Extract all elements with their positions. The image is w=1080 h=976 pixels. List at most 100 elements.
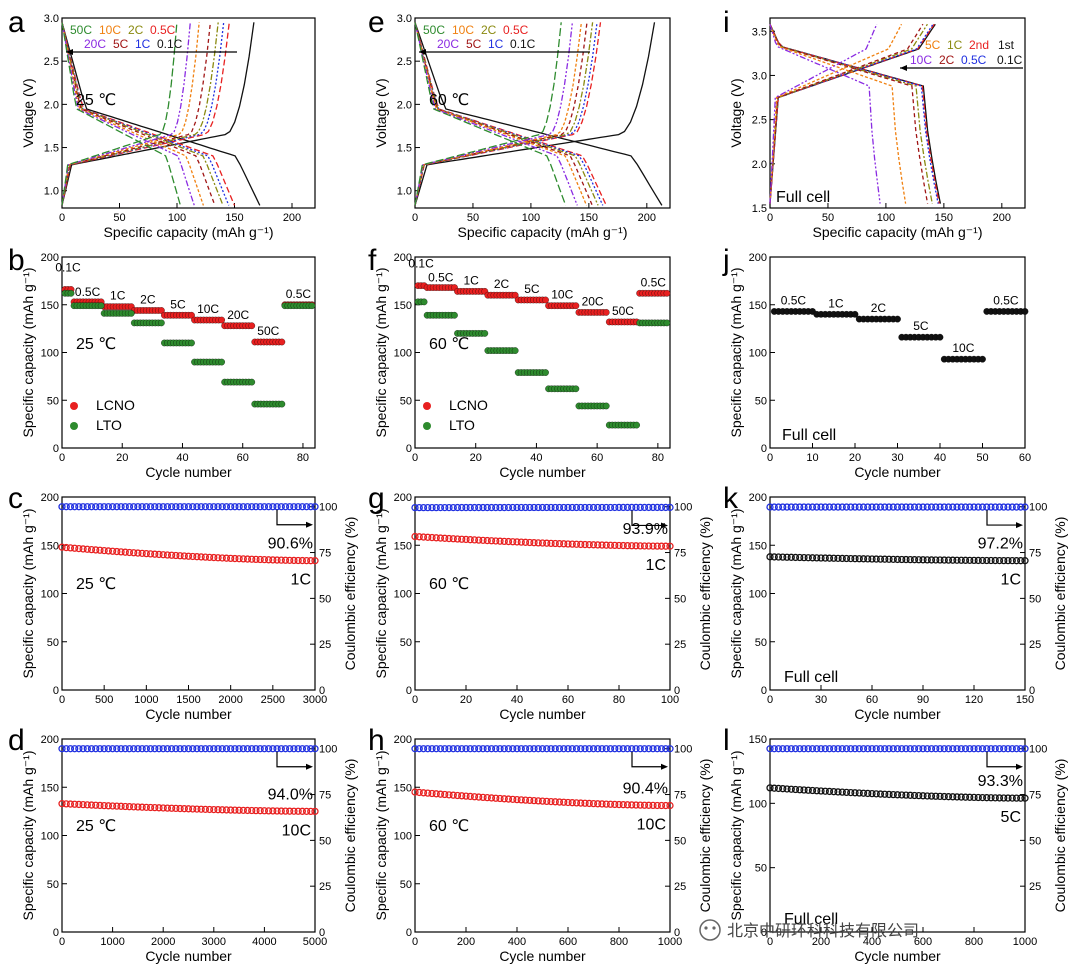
capacity-point: [564, 798, 572, 807]
y-tick-label: 0: [53, 443, 59, 455]
capacity-point: [804, 554, 812, 562]
arrow-head-icon: [66, 49, 73, 55]
annotation: 25 ℃: [76, 818, 116, 835]
x-tick-label: 0: [59, 694, 65, 706]
capacity-point: [197, 805, 205, 813]
capacity-point: [796, 553, 804, 562]
arrow-line: [276, 509, 311, 526]
efficiency-point: [919, 503, 927, 511]
capacity-point: [100, 801, 108, 810]
capacity-point: [847, 554, 855, 563]
efficiency-point: [470, 503, 479, 512]
annotation: 60 ℃: [429, 576, 469, 593]
efficiency-point: [987, 503, 995, 511]
capacity-point: [222, 554, 231, 562]
x-axis-label: Cycle number: [854, 706, 941, 722]
capacity-point: [936, 556, 944, 564]
y-tick-label: 200: [394, 492, 412, 504]
data-point-LTO: [481, 330, 489, 337]
efficiency-point: [838, 745, 846, 753]
capacity-point: [108, 547, 117, 555]
x-tick-label: 20: [116, 452, 128, 464]
efficiency-point: [555, 745, 564, 753]
efficiency-point: [419, 503, 428, 512]
capacity-point: [311, 807, 319, 816]
efficiency-point: [577, 503, 585, 512]
efficiency-point: [1017, 503, 1025, 511]
efficiency-point: [594, 745, 602, 753]
efficiency-point: [876, 745, 885, 753]
efficiency-point: [227, 745, 235, 753]
x-tick-label: 2000: [218, 694, 242, 706]
capacity-point: [87, 801, 96, 809]
efficiency-point: [479, 745, 487, 753]
capacity-point: [885, 555, 893, 563]
y-tick-label: 50: [755, 863, 767, 875]
retention-label: 93.9%: [623, 521, 668, 538]
efficiency-point: [205, 745, 214, 753]
capacity-point: [910, 791, 919, 800]
capacity-point: [184, 805, 193, 813]
capacity-point: [657, 542, 666, 550]
capacity-point: [146, 550, 155, 558]
efficiency-point: [551, 745, 559, 753]
capacity-point: [193, 805, 201, 813]
capacity-point: [294, 807, 302, 815]
capacity-point: [953, 793, 961, 801]
efficiency-point: [653, 503, 661, 512]
efficiency-point: [227, 503, 235, 511]
data-point-LCNO: [248, 322, 256, 330]
efficiency-point: [521, 745, 530, 753]
capacity-point: [466, 792, 474, 801]
capacity-point: [260, 556, 269, 564]
efficiency-point: [568, 503, 576, 512]
capacity-point: [885, 790, 893, 799]
efficiency-point: [817, 503, 825, 511]
y-tick-label: 150: [394, 540, 412, 552]
efficiency-point: [645, 745, 653, 753]
capacity-point: [1017, 794, 1025, 802]
capacity-point: [239, 806, 247, 814]
efficiency-point: [783, 503, 791, 511]
chart-panel-a: 0 50 100 150 200 1.0 1.5 2.0 2.5 3.0 Specific capa…: [8, 6, 316, 240]
efficiency-point: [662, 503, 670, 512]
capacity-point: [269, 556, 277, 564]
rate-legend-label: 1C: [135, 37, 151, 51]
capacity-point: [445, 534, 453, 543]
efficiency-point: [774, 503, 783, 511]
discharge-curve-10C: [769, 24, 881, 204]
capacity-point: [509, 795, 517, 804]
efficiency-point: [176, 745, 184, 753]
capacity-point: [902, 555, 910, 564]
rate-legend-label: 20C: [84, 37, 106, 51]
efficiency-point: [445, 503, 453, 512]
efficiency-point: [800, 745, 808, 753]
capacity-point: [113, 802, 121, 810]
efficiency-point: [560, 503, 568, 512]
efficiency-point: [530, 503, 538, 512]
capacity-point: [163, 551, 172, 559]
rate-label: 1C: [110, 289, 126, 303]
capacity-point: [547, 539, 555, 548]
efficiency-point: [483, 745, 491, 753]
annotation: 60 ℃: [429, 336, 469, 353]
x-tick-label: 2500: [261, 694, 285, 706]
capacity-point: [957, 793, 965, 801]
capacity-point: [598, 541, 606, 549]
y2-axis-label: Coulombic efficiency (%): [1052, 517, 1068, 671]
legend-marker: [423, 402, 431, 410]
efficiency-point: [902, 503, 910, 511]
capacity-point: [770, 553, 778, 561]
efficiency-point: [222, 503, 231, 511]
efficiency-point: [176, 503, 184, 511]
rate-label: 0.5C: [286, 287, 312, 301]
x-tick-label: 0: [59, 212, 65, 224]
y2-tick-label: 0: [674, 927, 680, 939]
efficiency-point: [269, 503, 277, 511]
efficiency-point: [889, 503, 897, 511]
efficiency-point: [125, 745, 134, 753]
annotation: Full cell: [782, 427, 836, 444]
capacity-point: [594, 800, 602, 808]
capacity-point: [1008, 557, 1016, 565]
